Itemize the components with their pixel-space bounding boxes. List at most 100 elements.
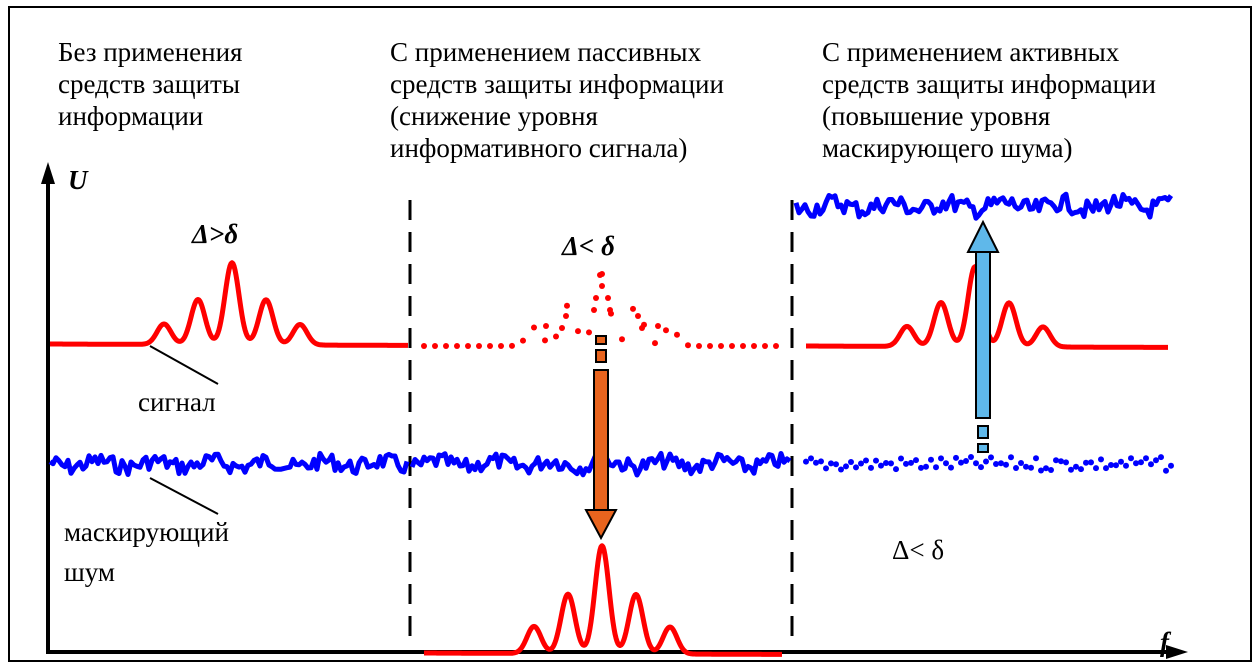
noise-dot <box>868 464 874 471</box>
noise-dot <box>913 457 919 464</box>
signal-dot <box>652 340 658 347</box>
signal-dot <box>575 328 581 335</box>
noise-dot <box>993 461 999 467</box>
signal-curve-left <box>48 260 410 348</box>
signal-dot <box>619 336 625 343</box>
caption-right-line: средств защиты информации <box>822 69 1156 99</box>
arrow-up-icon <box>966 219 1000 453</box>
noise-dot <box>1058 458 1064 465</box>
signal-dot <box>696 343 702 349</box>
caption-left: Без применения средств защиты информации <box>58 36 242 132</box>
signal-dot <box>685 342 691 349</box>
noise-dot <box>1028 464 1034 471</box>
noise-line-right-raised <box>793 191 1174 221</box>
signal-dot <box>630 305 636 312</box>
noise-dot <box>1123 462 1129 469</box>
noise-dot <box>843 463 849 470</box>
delta-less-middle-label: Δ< δ <box>562 231 615 261</box>
signal-dot <box>599 271 605 277</box>
signal-dot <box>599 283 605 289</box>
noise-dot <box>1113 462 1119 469</box>
signal-dot <box>542 337 548 344</box>
signal-dot <box>559 325 565 331</box>
arrow-down-icon <box>584 335 618 541</box>
signal-curve-middle-reduced <box>422 543 784 657</box>
noise-dot <box>1023 463 1029 470</box>
signal-dot <box>762 343 768 349</box>
caption-middle-line: С применением пассивных <box>390 37 702 67</box>
signal-dot <box>729 343 735 349</box>
noise-dot <box>1143 455 1149 462</box>
caption-middle-line: (снижение уровня <box>390 101 598 131</box>
noise-dot <box>883 460 889 466</box>
signal-dot <box>553 333 559 340</box>
noise-dot <box>1148 461 1154 468</box>
noise-dot <box>1018 460 1024 466</box>
noise-dot <box>858 460 864 467</box>
signal-dot <box>605 295 611 301</box>
noise-dot <box>1053 457 1059 464</box>
noise-dot <box>853 464 859 471</box>
signal-dot <box>674 331 680 338</box>
signal-dot <box>740 343 746 349</box>
noise-dot <box>938 455 944 462</box>
noise-dot <box>1163 467 1169 474</box>
noise-label-line2: шум <box>64 557 116 587</box>
noise-dot <box>903 460 909 467</box>
noise-dot <box>953 454 959 461</box>
noise-dot <box>1063 459 1069 466</box>
noise-dot <box>943 460 949 467</box>
noise-dot <box>828 460 834 467</box>
noise-dot <box>893 466 899 473</box>
noise-dot <box>933 464 939 471</box>
delta-greater-label: Δ>δ <box>192 219 239 249</box>
noise-dot <box>1038 467 1044 474</box>
signal-dot <box>421 343 427 349</box>
noise-dot <box>1073 463 1079 470</box>
signal-dot <box>751 343 757 349</box>
caption-left-line: Без применения <box>58 37 243 67</box>
signal-dot <box>476 343 482 349</box>
signal-dot <box>607 307 613 313</box>
noise-line-left <box>48 450 410 477</box>
noise-dot <box>958 459 964 466</box>
noise-dot <box>1068 466 1074 473</box>
noise-dot <box>888 460 894 467</box>
noise-leader-line <box>149 477 219 515</box>
noise-dot <box>1133 460 1139 467</box>
noise-dot <box>1083 459 1089 466</box>
noise-dot <box>948 464 954 471</box>
noise-dot <box>928 456 934 463</box>
noise-dot <box>823 465 829 472</box>
noise-dot <box>1003 461 1009 468</box>
y-axis-label: U <box>68 165 88 195</box>
signal-dot <box>718 343 724 349</box>
signal-dot <box>564 302 570 309</box>
caption-right-line: (повышение уровня <box>822 101 1051 131</box>
noise-dot <box>968 454 974 460</box>
noise-dot <box>1008 454 1014 461</box>
noise-dot <box>963 458 969 464</box>
x-axis-label: f <box>1160 627 1169 657</box>
signal-dot <box>635 313 641 319</box>
noise-dot <box>803 458 809 465</box>
noise-dot <box>1103 465 1109 472</box>
noise-dot <box>1013 465 1019 471</box>
signal-dot <box>591 307 597 313</box>
signal-dot <box>487 343 493 349</box>
noise-dot <box>918 464 924 471</box>
noise-dot <box>1093 465 1099 472</box>
caption-right-line: С применением активных <box>822 37 1120 67</box>
noise-dot <box>923 463 929 470</box>
noise-dot <box>1043 465 1049 472</box>
signal-dot <box>432 343 438 349</box>
signal-dot <box>465 343 471 349</box>
signal-dot <box>663 327 669 334</box>
noise-dot <box>1128 455 1134 462</box>
signal-dot <box>773 343 779 349</box>
caption-right: С применением активных средств защиты ин… <box>822 36 1156 164</box>
signal-curve-middle-dotted <box>421 271 779 349</box>
noise-dot <box>988 454 994 461</box>
signal-dot <box>520 337 526 344</box>
